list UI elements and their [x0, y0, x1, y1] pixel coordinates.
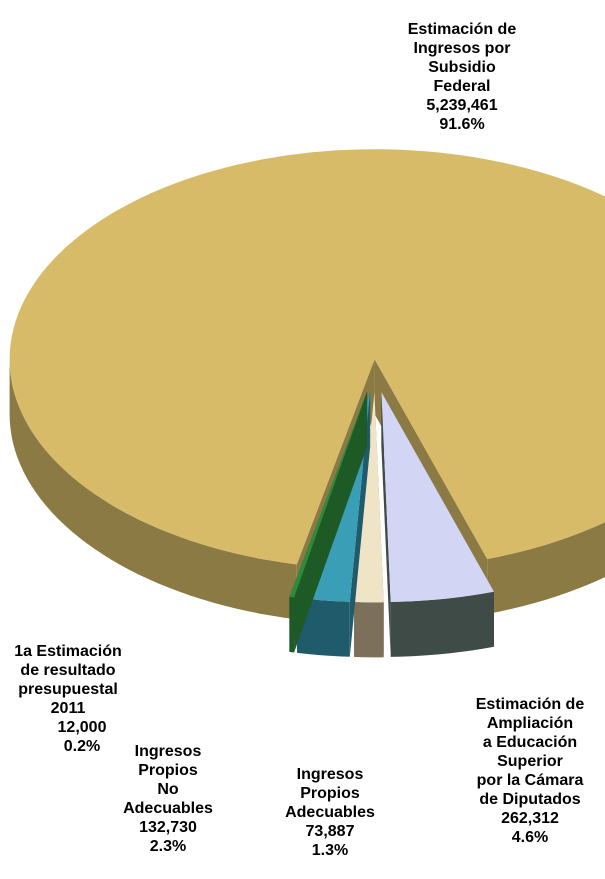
slice [381, 392, 494, 657]
label-line: Estimación de [408, 21, 517, 38]
slice [289, 391, 368, 653]
label-line: a Educación [483, 734, 577, 751]
slice-face [381, 392, 391, 657]
data-label: 1a Estimación de resultado presupuestal 201… [14, 643, 122, 755]
slice-side [487, 522, 605, 614]
slice-side [390, 591, 494, 657]
label-line: por la Cámara [477, 772, 584, 789]
label-line: presupuestal [18, 681, 118, 698]
label-line: Estimación de [476, 696, 585, 713]
slice [289, 391, 368, 598]
slice [9, 149, 605, 565]
value-label: 262,312 [501, 810, 559, 827]
percent-label: 1.3% [312, 842, 348, 859]
percent-label: 0.2% [64, 738, 100, 755]
data-label: Estimación de Ampliación a Educación Superi… [476, 696, 585, 846]
slice-side [9, 359, 297, 620]
slice [354, 392, 384, 603]
label-line: de resultado [20, 662, 115, 679]
percent-label: 91.6% [439, 116, 484, 133]
label-line: Propios [300, 785, 360, 802]
slice-side [289, 596, 295, 653]
label-line: de Diputados [479, 791, 580, 808]
percent-label: 4.6% [512, 829, 548, 846]
percent-label: 2.3% [150, 838, 186, 855]
value-label: 5,239,461 [426, 97, 497, 114]
label-line: Subsidio [428, 59, 496, 76]
label-line: Ingresos [135, 743, 202, 760]
label-line: Adecuables [123, 800, 213, 817]
slice-side [354, 602, 384, 658]
slice [9, 149, 605, 620]
label-line: 1a Estimación [14, 643, 122, 660]
value-label: 73,887 [306, 823, 355, 840]
data-label: Ingresos Propios Adecuables 73,887 1.3% [285, 766, 375, 859]
label-line: Adecuables [285, 804, 375, 821]
data-label: Ingresos Propios No Adecuables 132,730 2.3% [123, 743, 213, 855]
label-line: Propios [138, 762, 198, 779]
label-line: No [157, 781, 179, 798]
slice-side [297, 597, 350, 657]
data-label: Estimación de Ingresos por Subsidio Federal… [408, 21, 517, 133]
slice [354, 392, 384, 658]
label-line: Ingresos [297, 766, 364, 783]
slice [381, 392, 494, 602]
label-line: Ingresos por [414, 40, 511, 57]
value-label: 132,730 [139, 819, 197, 836]
label-line: Superior [497, 753, 563, 770]
label-line: Federal [434, 78, 491, 95]
label-line: 2011 [51, 700, 86, 717]
label-line: Ampliación [487, 715, 573, 732]
value-label: 12,000 [58, 719, 107, 736]
slice-face [289, 391, 368, 652]
